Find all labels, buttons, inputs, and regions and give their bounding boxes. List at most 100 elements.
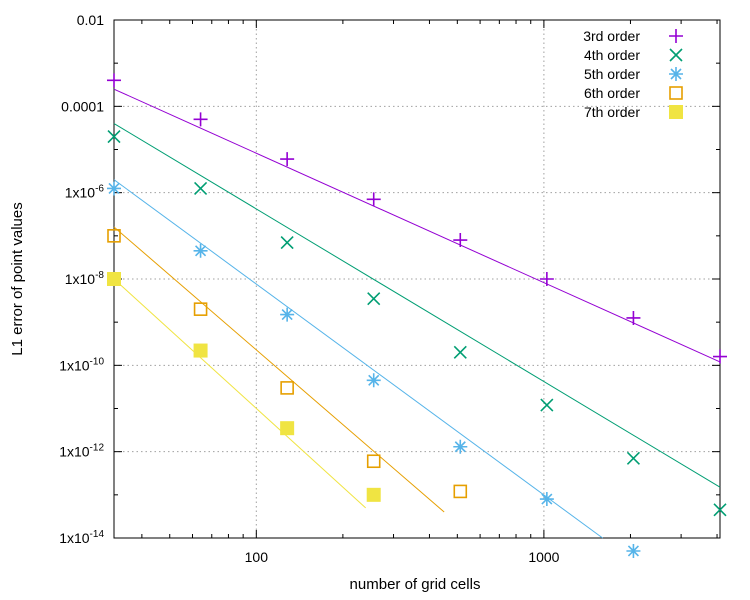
axis-ticks: 0.010.00011x10-61x10-81x10-101x10-121x10… (59, 12, 720, 565)
y-tick-label: 0.0001 (61, 98, 104, 114)
data-point-series-5 (107, 272, 121, 286)
cross-marker (626, 451, 640, 465)
open-square-marker (366, 454, 381, 469)
star-marker (193, 243, 208, 258)
fit-line-series-4 (113, 226, 445, 513)
y-tick-label: 0.01 (77, 12, 104, 28)
data-point-series-2 (367, 292, 381, 306)
y-tick-exponent: -14 (90, 529, 105, 540)
open-square-marker (193, 302, 208, 316)
plus-marker (366, 192, 381, 207)
data-point-series-2 (713, 503, 727, 517)
y-tick-label: 1x10-8 (65, 270, 105, 287)
y-tick-exponent: -12 (90, 443, 105, 454)
x-tick-label: 1000 (528, 549, 559, 565)
plus-marker (453, 233, 468, 248)
plus-marker (713, 349, 727, 364)
data-point-series-1 (713, 349, 727, 364)
data-point-series-2 (107, 129, 121, 144)
y-tick-label: 1x10-10 (59, 356, 104, 373)
y-tick-label: 1x10-6 (65, 184, 105, 201)
data-point-series-1 (626, 310, 641, 325)
data-point-series-5 (366, 487, 381, 502)
y-tick-label: 1x10-12 (59, 443, 104, 460)
y-tick-base: 1x10 (65, 271, 96, 287)
legend: 3rd order 4th order 5th order 6th order 7th … (583, 28, 683, 120)
cross-marker (107, 129, 121, 144)
data-point-series-4 (453, 484, 468, 499)
data-point-series-1 (539, 272, 554, 286)
star-marker (280, 307, 295, 322)
plus-marker (669, 29, 683, 43)
plus-marker (280, 152, 295, 167)
y-tick-base: 0.0001 (61, 98, 104, 114)
data-point-series-3 (193, 243, 208, 258)
data-point-series-5 (193, 343, 208, 358)
data-point-series-4 (107, 229, 121, 243)
data-point-series-1 (193, 112, 208, 127)
y-tick-base: 1x10 (59, 444, 90, 460)
legend-marker (669, 48, 683, 62)
y-tick-exponent: -8 (95, 270, 104, 281)
filled-square-marker (669, 105, 683, 119)
data-point-series-5 (280, 421, 295, 436)
legend-label: 7th order (584, 104, 640, 120)
plus-marker (193, 112, 208, 127)
y-tick-base: 1x10 (65, 185, 96, 201)
star-marker (453, 439, 468, 454)
legend-marker (669, 105, 683, 119)
legend-label: 3rd order (583, 28, 640, 44)
legend-marker (669, 86, 683, 100)
data-point-series-3 (107, 181, 121, 196)
data-point-series-4 (280, 381, 294, 395)
legend-label: 4th order (584, 47, 640, 63)
data-point-series-3 (366, 373, 381, 388)
fit-lines (113, 88, 721, 539)
cross-marker (669, 48, 683, 62)
star-marker (107, 181, 121, 196)
y-tick-base: 1x10 (59, 530, 90, 546)
legend-label: 6th order (584, 85, 640, 101)
cross-marker (280, 235, 294, 250)
data-point-series-2 (453, 345, 467, 359)
cross-marker (713, 503, 727, 517)
y-axis-label: L1 error of point values (9, 202, 26, 355)
data-point-series-1 (453, 233, 468, 248)
filled-square-marker (193, 343, 208, 358)
y-tick-base: 0.01 (77, 12, 104, 28)
y-tick-exponent: -10 (90, 356, 105, 367)
fit-line-series-3 (113, 179, 603, 539)
filled-square-marker (107, 272, 121, 286)
fit-line-series-2 (113, 123, 721, 488)
open-square-marker (453, 484, 468, 499)
data-point-series-2 (280, 235, 294, 250)
data-points (107, 73, 727, 558)
star-marker (626, 543, 641, 558)
data-point-series-1 (366, 192, 381, 207)
legend-marker (669, 67, 683, 81)
x-tick-label: 100 (245, 549, 269, 565)
star-marker (669, 67, 683, 81)
fit-line-series-1 (113, 88, 721, 363)
data-point-series-1 (280, 152, 295, 167)
cross-marker (367, 292, 381, 306)
star-marker (539, 492, 554, 507)
plus-marker (107, 73, 121, 88)
plus-marker (626, 310, 641, 325)
data-point-series-3 (453, 439, 468, 454)
y-tick-base: 1x10 (59, 357, 90, 373)
open-square-marker (280, 381, 294, 395)
filled-square-marker (366, 487, 381, 502)
y-tick-exponent: -6 (95, 184, 104, 195)
cross-marker (453, 345, 467, 359)
grid-lines (114, 20, 720, 538)
data-point-series-1 (107, 73, 121, 88)
y-tick-label: 1x10-14 (59, 529, 104, 546)
filled-square-marker (280, 421, 295, 436)
legend-marker (669, 29, 683, 43)
data-point-series-4 (366, 454, 381, 469)
data-point-series-2 (540, 398, 554, 412)
data-point-series-2 (194, 181, 208, 196)
data-point-series-3 (280, 307, 295, 322)
